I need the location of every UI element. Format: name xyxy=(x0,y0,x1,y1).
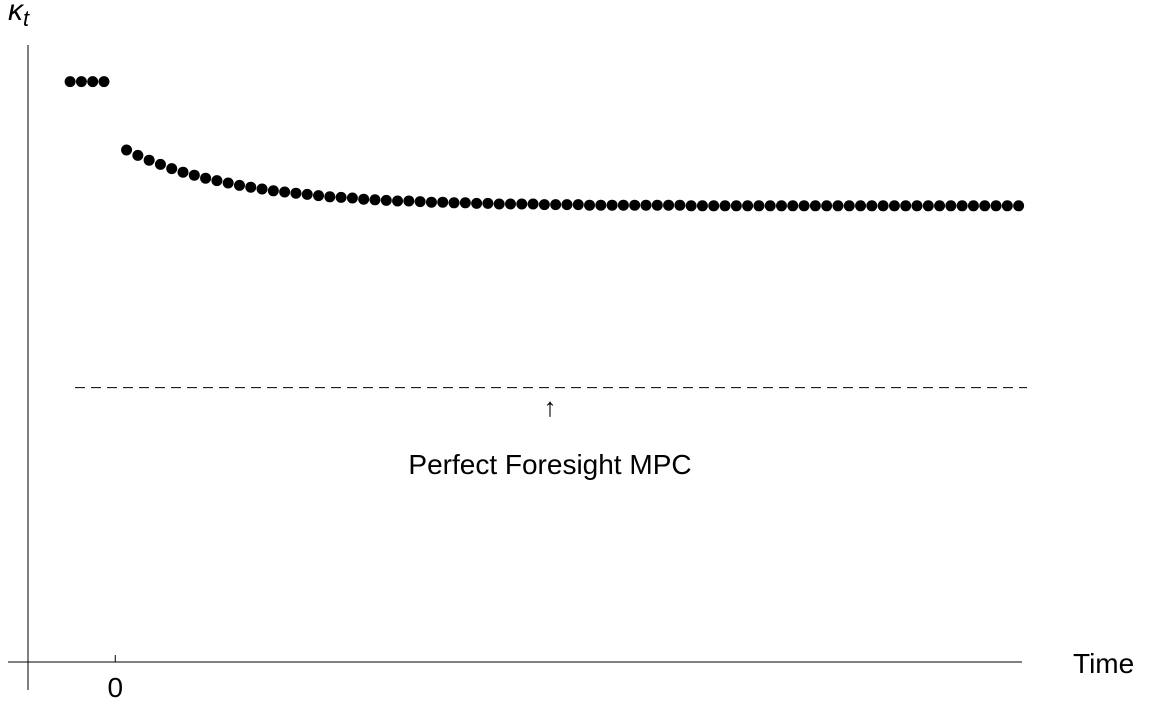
annotation: Perfect Foresight MPC xyxy=(408,449,691,480)
point xyxy=(233,179,245,191)
point xyxy=(629,199,641,211)
point xyxy=(990,200,1002,212)
point xyxy=(482,197,494,209)
point xyxy=(775,200,787,212)
point xyxy=(459,197,471,209)
point xyxy=(550,199,562,211)
point xyxy=(358,193,370,205)
point xyxy=(188,169,200,181)
point xyxy=(143,154,155,166)
point xyxy=(1013,200,1025,212)
point xyxy=(843,200,855,212)
point xyxy=(651,199,663,211)
point xyxy=(753,200,765,212)
point xyxy=(290,187,302,199)
point xyxy=(380,194,392,206)
point xyxy=(369,194,381,206)
point xyxy=(177,166,189,178)
point xyxy=(685,200,697,212)
point xyxy=(98,76,110,88)
point xyxy=(719,200,731,212)
point xyxy=(832,200,844,212)
point xyxy=(821,200,833,212)
point xyxy=(392,195,404,207)
point xyxy=(742,200,754,212)
point xyxy=(471,197,483,209)
point xyxy=(1001,200,1013,212)
point xyxy=(922,200,934,212)
point xyxy=(606,199,618,211)
point xyxy=(132,149,144,161)
point xyxy=(75,76,87,88)
point xyxy=(538,199,550,211)
point xyxy=(674,199,686,211)
point xyxy=(855,200,867,212)
point xyxy=(64,76,76,88)
point xyxy=(911,200,923,212)
point xyxy=(267,185,279,197)
point xyxy=(313,190,325,202)
point xyxy=(166,163,178,175)
point xyxy=(798,200,810,212)
point xyxy=(403,195,415,207)
point xyxy=(945,200,957,212)
point xyxy=(809,200,821,212)
point xyxy=(900,200,912,212)
point xyxy=(245,181,257,193)
x-axis-label: Time xyxy=(1073,648,1134,679)
point xyxy=(764,200,776,212)
point xyxy=(437,196,449,208)
point xyxy=(516,198,528,210)
point xyxy=(866,200,878,212)
point xyxy=(301,188,313,200)
point xyxy=(730,200,742,212)
point xyxy=(979,200,991,212)
point xyxy=(211,175,223,187)
point xyxy=(787,200,799,212)
point xyxy=(877,200,889,212)
point xyxy=(934,200,946,212)
point xyxy=(640,199,652,211)
arrow: ↑ xyxy=(544,392,557,422)
point xyxy=(335,191,347,203)
point xyxy=(956,200,968,212)
point xyxy=(414,196,426,208)
point xyxy=(346,192,358,204)
point xyxy=(561,199,573,211)
point xyxy=(572,199,584,211)
point xyxy=(154,158,166,170)
point xyxy=(425,196,437,208)
point xyxy=(617,199,629,211)
point xyxy=(222,177,234,189)
x-tick-label: 0 xyxy=(107,672,123,703)
point xyxy=(967,200,979,212)
point xyxy=(888,200,900,212)
point xyxy=(121,144,133,156)
point xyxy=(200,172,212,184)
point xyxy=(504,198,516,210)
point xyxy=(595,199,607,211)
point xyxy=(527,198,539,210)
point xyxy=(663,199,675,211)
point xyxy=(448,197,460,209)
point xyxy=(708,200,720,212)
point xyxy=(493,198,505,210)
y-axis-label: κt xyxy=(8,0,30,31)
point xyxy=(256,183,268,195)
point xyxy=(324,191,336,203)
point xyxy=(87,76,99,88)
point xyxy=(696,200,708,212)
point xyxy=(279,186,291,198)
point xyxy=(584,199,596,211)
